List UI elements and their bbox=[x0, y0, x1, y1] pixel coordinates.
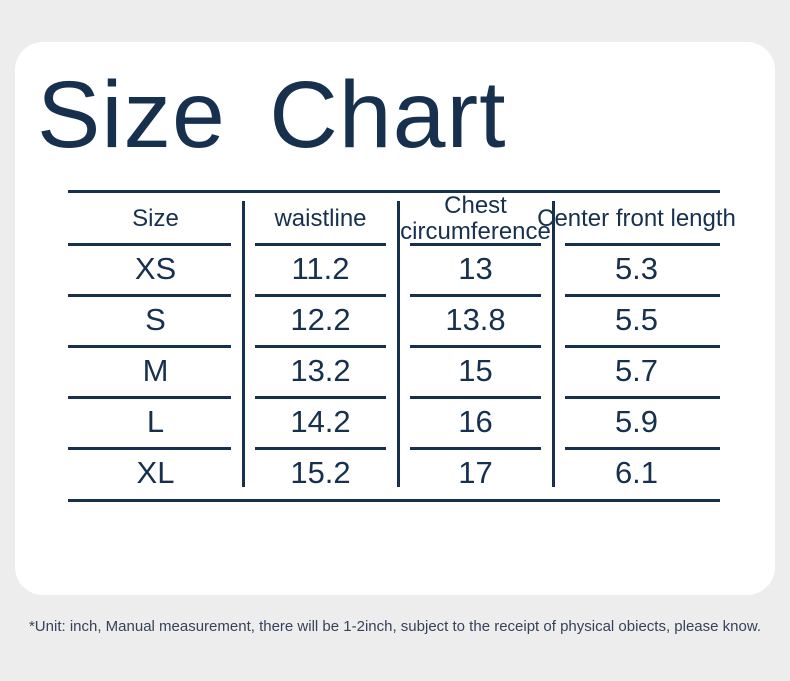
size-label: M bbox=[68, 346, 243, 399]
chest-circumference-value: 13.8 bbox=[398, 295, 553, 348]
column-divider bbox=[241, 201, 245, 487]
waistline-value: 13.2 bbox=[243, 346, 398, 399]
table-row-m: M 13.2 15 5.7 bbox=[68, 346, 720, 399]
size-chart-table: Size waistline Chest circumference Cente… bbox=[68, 190, 736, 502]
chest-circumference-value: 16 bbox=[398, 397, 553, 450]
column-header-waistline: waistline bbox=[243, 193, 398, 246]
table-row-xs: XS 11.2 13 5.3 bbox=[68, 244, 720, 297]
chest-circumference-value: 15 bbox=[398, 346, 553, 399]
size-label: S bbox=[68, 295, 243, 348]
column-divider bbox=[551, 201, 555, 487]
page-title: Size Chart bbox=[37, 62, 507, 168]
column-header-chest-circumference: Chest circumference bbox=[398, 193, 553, 246]
chest-circumference-value: 17 bbox=[458, 455, 493, 491]
center-front-length-value: 5.5 bbox=[553, 295, 720, 348]
table-header-row: Size waistline Chest circumference Cente… bbox=[68, 193, 736, 246]
unit-note: *Unit: inch, Manual measurement, there w… bbox=[28, 618, 762, 635]
card: Size Chart Size waistline Chest circumfe… bbox=[15, 42, 775, 595]
waistline-value: 14.2 bbox=[243, 397, 398, 450]
center-front-length-value: 5.3 bbox=[553, 244, 720, 297]
waistline-value: 11.2 bbox=[243, 244, 398, 297]
center-front-length-value: 5.7 bbox=[553, 346, 720, 399]
size-label: XL bbox=[136, 455, 175, 491]
table-row-xl: XL 15.2 17 6.1 bbox=[68, 448, 720, 499]
center-front-length-value: 5.9 bbox=[553, 397, 720, 450]
column-header-center-front-length: Center front length bbox=[537, 193, 736, 246]
chest-circumference-value: 13 bbox=[398, 244, 553, 297]
table-row-s: S 12.2 13.8 5.5 bbox=[68, 295, 720, 348]
column-header-size: Size bbox=[68, 193, 243, 246]
table-row-l: L 14.2 16 5.9 bbox=[68, 397, 720, 450]
waistline-value: 15.2 bbox=[290, 455, 351, 491]
size-label: L bbox=[68, 397, 243, 450]
column-divider bbox=[396, 201, 400, 487]
center-front-length-value: 6.1 bbox=[614, 455, 659, 491]
size-label: XS bbox=[68, 244, 243, 297]
waistline-value: 12.2 bbox=[243, 295, 398, 348]
